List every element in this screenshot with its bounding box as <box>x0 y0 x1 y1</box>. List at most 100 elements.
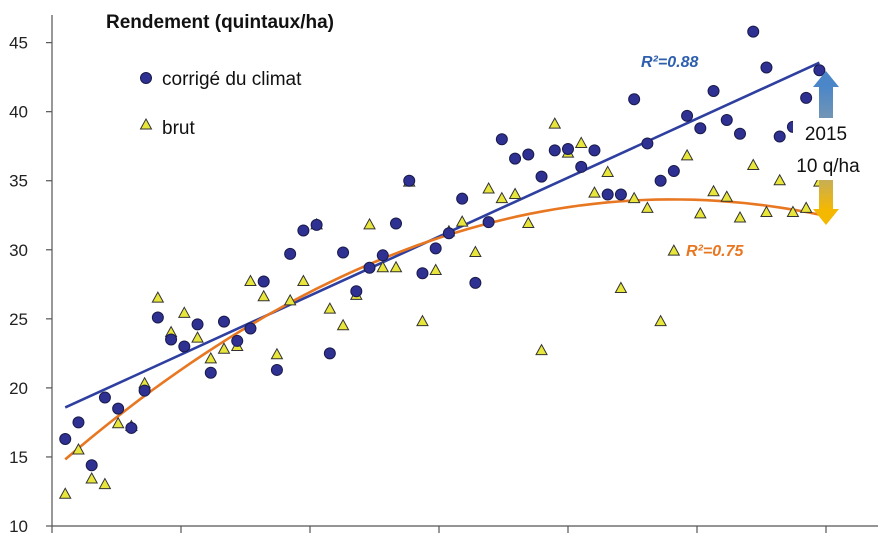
point-corrige <box>760 61 773 74</box>
point-corrige <box>231 334 244 347</box>
point-brut <box>773 173 787 186</box>
point-corrige <box>813 64 826 77</box>
polynomial-trend-curve <box>64 198 820 461</box>
chart-title: Rendement (quintaux/ha) <box>106 12 334 33</box>
point-corrige <box>191 318 204 331</box>
point-corrige <box>681 109 694 122</box>
point-brut <box>548 117 562 129</box>
point-corrige <box>218 315 230 328</box>
arrow-head-up-icon <box>813 71 839 87</box>
point-brut <box>270 347 284 360</box>
point-brut <box>204 351 218 364</box>
arrow-head-down-icon <box>813 209 839 225</box>
point-corrige <box>112 402 125 415</box>
point-brut <box>297 274 310 287</box>
r2-linear-label: R²=0.88 <box>641 54 698 71</box>
gap-arrow: 2015 10 q/ha <box>793 71 860 225</box>
point-corrige <box>548 144 561 157</box>
point-brut <box>72 443 85 455</box>
point-corrige <box>350 285 363 298</box>
point-brut <box>111 416 125 429</box>
point-corrige <box>85 459 98 472</box>
point-brut <box>641 201 654 213</box>
y-tick-label: 20 <box>9 379 28 398</box>
annotation-background <box>793 118 857 180</box>
point-brut <box>85 472 99 484</box>
point-brut <box>151 291 165 303</box>
point-corrige <box>773 130 786 143</box>
point-brut <box>733 210 747 223</box>
y-tick-label: 25 <box>9 310 28 329</box>
point-corrige <box>694 122 707 135</box>
point-corrige <box>601 188 614 201</box>
point-brut <box>389 260 403 273</box>
axes <box>46 15 878 533</box>
point-brut <box>654 314 667 327</box>
point-corrige <box>138 384 151 397</box>
point-brut <box>680 148 694 161</box>
point-brut <box>244 274 257 287</box>
data-points <box>58 25 826 499</box>
point-corrige <box>376 249 389 262</box>
point-brut <box>283 293 297 306</box>
point-corrige <box>482 216 495 229</box>
point-corrige <box>257 275 270 288</box>
point-brut <box>177 306 191 318</box>
point-corrige <box>509 152 522 165</box>
legend-circle-marker <box>140 72 152 84</box>
point-brut <box>98 477 112 490</box>
point-corrige <box>98 391 111 404</box>
point-brut <box>535 343 548 356</box>
linear-trend-line <box>64 61 820 409</box>
y-tick-labels: 10 15 20 25 30 35 40 45 <box>9 34 28 536</box>
point-corrige <box>522 148 535 161</box>
point-corrige <box>72 416 85 429</box>
point-brut <box>217 342 231 354</box>
point-corrige <box>416 267 429 280</box>
point-corrige <box>323 347 336 360</box>
point-corrige <box>204 366 217 379</box>
point-corrige <box>641 137 654 150</box>
point-corrige <box>667 165 680 178</box>
point-corrige <box>456 192 469 205</box>
y-tick-label: 35 <box>9 172 28 191</box>
point-corrige <box>297 224 310 237</box>
point-corrige <box>495 133 508 146</box>
point-corrige <box>442 227 455 240</box>
r2-poly-label: R²=0.75 <box>686 243 744 260</box>
point-brut <box>416 314 429 327</box>
point-brut <box>627 191 641 204</box>
point-corrige <box>800 91 813 104</box>
point-brut <box>799 201 813 213</box>
point-corrige <box>403 174 416 187</box>
point-corrige <box>469 276 482 289</box>
point-corrige <box>363 261 376 274</box>
point-corrige <box>165 333 178 346</box>
point-brut <box>323 302 337 314</box>
point-corrige <box>429 242 442 255</box>
point-brut <box>746 158 760 171</box>
y-tick-label: 30 <box>9 241 28 260</box>
point-brut <box>574 136 588 148</box>
point-corrige <box>270 363 283 376</box>
y-tick-label: 45 <box>9 34 28 53</box>
point-corrige <box>59 432 72 445</box>
annotation-year: 2015 <box>805 124 847 145</box>
point-brut <box>455 215 469 227</box>
point-brut <box>588 186 601 198</box>
point-brut <box>191 331 204 343</box>
point-brut <box>257 289 271 302</box>
point-corrige <box>125 421 138 434</box>
point-brut <box>508 187 522 200</box>
point-corrige <box>535 170 548 183</box>
point-corrige <box>734 127 746 140</box>
point-corrige <box>707 84 720 97</box>
point-corrige <box>588 144 601 157</box>
point-corrige <box>390 217 402 230</box>
y-tick-label: 10 <box>9 517 28 536</box>
point-brut <box>760 205 773 217</box>
point-brut <box>336 318 350 331</box>
legend-label-corrige: corrigé du climat <box>162 69 302 90</box>
y-tick-label: 15 <box>9 448 28 467</box>
point-brut <box>693 206 707 219</box>
